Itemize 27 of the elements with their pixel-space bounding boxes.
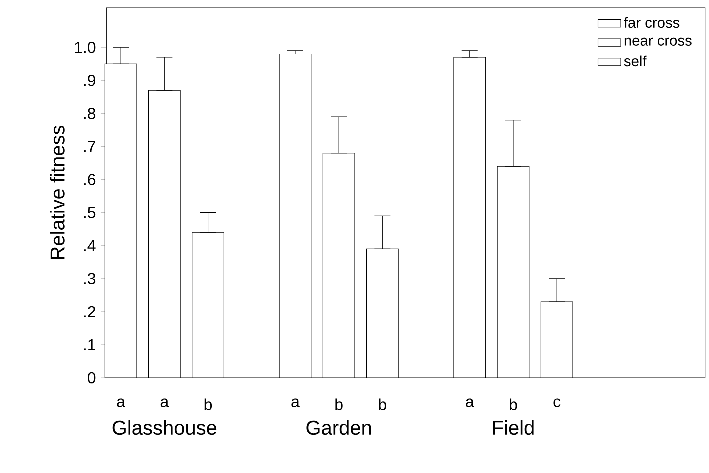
text: a — [466, 398, 474, 408]
text: b — [336, 398, 343, 410]
text: b — [510, 398, 518, 410]
x-tick-label: Field — [493, 420, 534, 436]
text: c — [554, 398, 561, 408]
y-tick-label: 1.0 — [75, 42, 96, 54]
y-axis-title: Relative fitness — [50, 126, 65, 260]
y-tick-label: 0 — [88, 372, 96, 384]
y-tick-label: .7 — [84, 141, 96, 152]
y-tick-label: .2 — [84, 306, 96, 318]
x-tick-label: Glasshouse — [112, 420, 217, 436]
x-tick-label: Garden — [306, 420, 372, 436]
text: b — [379, 398, 386, 410]
y-tick-label: .6 — [84, 174, 96, 186]
legend-label: far cross — [624, 17, 680, 28]
legend-label: near cross — [624, 38, 692, 46]
text: a — [292, 398, 300, 408]
text: a — [160, 398, 170, 408]
text: b — [204, 398, 212, 410]
y-tick-label: .4 — [84, 240, 96, 252]
y-tick-label: .1 — [84, 339, 96, 350]
y-tick-label: .9 — [84, 75, 96, 86]
legend-label: self — [624, 56, 647, 67]
y-tick-label: .8 — [84, 108, 96, 120]
y-tick-label: .5 — [84, 207, 96, 218]
y-tick-label: .3 — [84, 273, 96, 285]
text: a — [117, 398, 126, 408]
